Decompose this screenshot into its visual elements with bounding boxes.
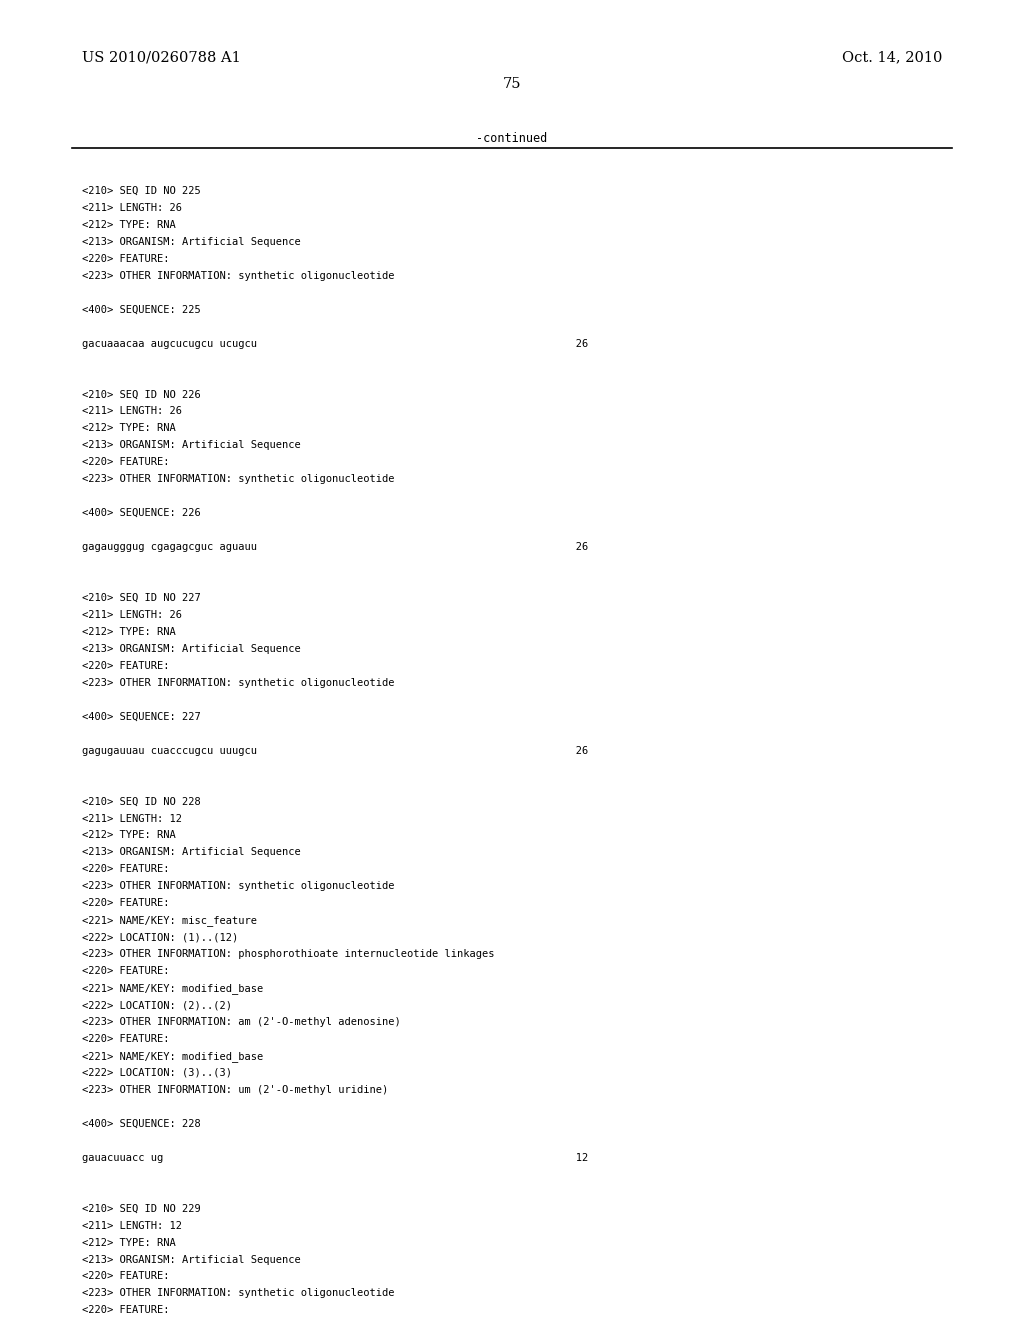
Text: <211> LENGTH: 26: <211> LENGTH: 26: [82, 407, 182, 416]
Text: <211> LENGTH: 12: <211> LENGTH: 12: [82, 1221, 182, 1230]
Text: <210> SEQ ID NO 229: <210> SEQ ID NO 229: [82, 1204, 201, 1213]
Text: <211> LENGTH: 26: <211> LENGTH: 26: [82, 203, 182, 213]
Text: <212> TYPE: RNA: <212> TYPE: RNA: [82, 220, 176, 230]
Text: <223> OTHER INFORMATION: synthetic oligonucleotide: <223> OTHER INFORMATION: synthetic oligo…: [82, 678, 394, 688]
Text: <220> FEATURE:: <220> FEATURE:: [82, 1271, 169, 1282]
Text: <221> NAME/KEY: misc_feature: <221> NAME/KEY: misc_feature: [82, 915, 257, 927]
Text: <210> SEQ ID NO 225: <210> SEQ ID NO 225: [82, 186, 201, 195]
Text: gacuaaacaa augcucugcu ucugcu                                                   2: gacuaaacaa augcucugcu ucugcu 2: [82, 338, 588, 348]
Text: <400> SEQUENCE: 227: <400> SEQUENCE: 227: [82, 711, 201, 722]
Text: <211> LENGTH: 26: <211> LENGTH: 26: [82, 610, 182, 620]
Text: <223> OTHER INFORMATION: synthetic oligonucleotide: <223> OTHER INFORMATION: synthetic oligo…: [82, 474, 394, 484]
Text: <220> FEATURE:: <220> FEATURE:: [82, 1034, 169, 1044]
Text: <223> OTHER INFORMATION: synthetic oligonucleotide: <223> OTHER INFORMATION: synthetic oligo…: [82, 1288, 394, 1299]
Text: <213> ORGANISM: Artificial Sequence: <213> ORGANISM: Artificial Sequence: [82, 1254, 301, 1265]
Text: <220> FEATURE:: <220> FEATURE:: [82, 661, 169, 671]
Text: <213> ORGANISM: Artificial Sequence: <213> ORGANISM: Artificial Sequence: [82, 644, 301, 653]
Text: <210> SEQ ID NO 226: <210> SEQ ID NO 226: [82, 389, 201, 400]
Text: <400> SEQUENCE: 226: <400> SEQUENCE: 226: [82, 508, 201, 519]
Text: <211> LENGTH: 12: <211> LENGTH: 12: [82, 813, 182, 824]
Text: <212> TYPE: RNA: <212> TYPE: RNA: [82, 424, 176, 433]
Text: <222> LOCATION: (2)..(2): <222> LOCATION: (2)..(2): [82, 1001, 231, 1010]
Text: <223> OTHER INFORMATION: synthetic oligonucleotide: <223> OTHER INFORMATION: synthetic oligo…: [82, 882, 394, 891]
Text: <223> OTHER INFORMATION: synthetic oligonucleotide: <223> OTHER INFORMATION: synthetic oligo…: [82, 271, 394, 281]
Text: <221> NAME/KEY: modified_base: <221> NAME/KEY: modified_base: [82, 1051, 263, 1061]
Text: <220> FEATURE:: <220> FEATURE:: [82, 966, 169, 977]
Text: <222> LOCATION: (3)..(3): <222> LOCATION: (3)..(3): [82, 1068, 231, 1078]
Text: <221> NAME/KEY: modified_base: <221> NAME/KEY: modified_base: [82, 983, 263, 994]
Text: <213> ORGANISM: Artificial Sequence: <213> ORGANISM: Artificial Sequence: [82, 236, 301, 247]
Text: gauacuuacc ug                                                                  1: gauacuuacc ug 1: [82, 1152, 588, 1163]
Text: <223> OTHER INFORMATION: um (2'-O-methyl uridine): <223> OTHER INFORMATION: um (2'-O-methyl…: [82, 1085, 388, 1094]
Text: <220> FEATURE:: <220> FEATURE:: [82, 865, 169, 874]
Text: 75: 75: [503, 77, 521, 91]
Text: Oct. 14, 2010: Oct. 14, 2010: [842, 50, 942, 65]
Text: <222> LOCATION: (1)..(12): <222> LOCATION: (1)..(12): [82, 932, 239, 942]
Text: <213> ORGANISM: Artificial Sequence: <213> ORGANISM: Artificial Sequence: [82, 441, 301, 450]
Text: gagaugggug cgagagcguc aguauu                                                   2: gagaugggug cgagagcguc aguauu 2: [82, 543, 588, 552]
Text: <220> FEATURE:: <220> FEATURE:: [82, 253, 169, 264]
Text: <400> SEQUENCE: 228: <400> SEQUENCE: 228: [82, 1119, 201, 1129]
Text: <400> SEQUENCE: 225: <400> SEQUENCE: 225: [82, 305, 201, 314]
Text: -continued: -continued: [476, 132, 548, 145]
Text: <212> TYPE: RNA: <212> TYPE: RNA: [82, 830, 176, 841]
Text: <213> ORGANISM: Artificial Sequence: <213> ORGANISM: Artificial Sequence: [82, 847, 301, 858]
Text: <223> OTHER INFORMATION: am (2'-O-methyl adenosine): <223> OTHER INFORMATION: am (2'-O-methyl…: [82, 1018, 400, 1027]
Text: <220> FEATURE:: <220> FEATURE:: [82, 899, 169, 908]
Text: US 2010/0260788 A1: US 2010/0260788 A1: [82, 50, 241, 65]
Text: <223> OTHER INFORMATION: phosphorothioate internucleotide linkages: <223> OTHER INFORMATION: phosphorothioat…: [82, 949, 495, 960]
Text: <210> SEQ ID NO 227: <210> SEQ ID NO 227: [82, 593, 201, 603]
Text: <210> SEQ ID NO 228: <210> SEQ ID NO 228: [82, 796, 201, 807]
Text: <212> TYPE: RNA: <212> TYPE: RNA: [82, 1238, 176, 1247]
Text: <220> FEATURE:: <220> FEATURE:: [82, 457, 169, 467]
Text: <220> FEATURE:: <220> FEATURE:: [82, 1305, 169, 1316]
Text: <212> TYPE: RNA: <212> TYPE: RNA: [82, 627, 176, 638]
Text: gagugauuau cuacccugcu uuugcu                                                   2: gagugauuau cuacccugcu uuugcu 2: [82, 746, 588, 755]
